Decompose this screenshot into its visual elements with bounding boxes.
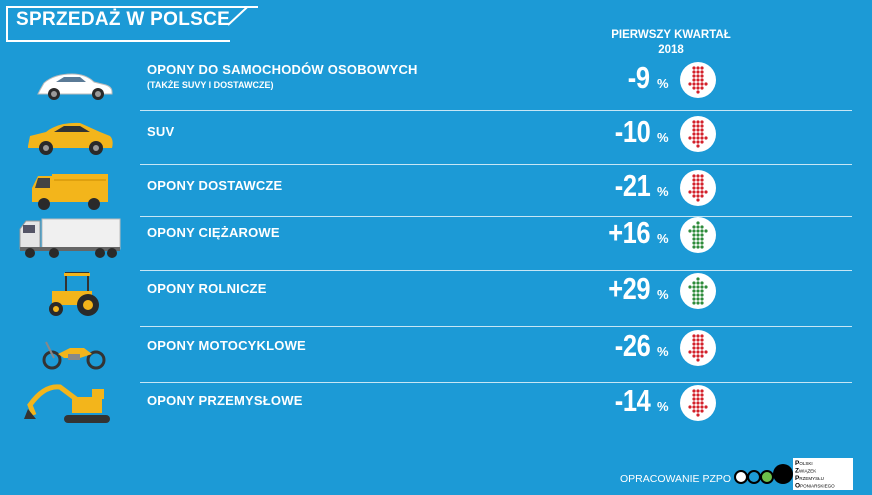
percent-unit: % <box>657 184 669 199</box>
table-row: OPONY DO SAMOCHODÓW OSOBOWYCH (TAKŻE SUVY… <box>0 56 872 110</box>
percent-unit: % <box>657 399 669 414</box>
arrow-down-icon <box>680 62 716 98</box>
row-separator <box>140 270 852 271</box>
change-value: -14 <box>614 383 650 418</box>
semi-truck-icon <box>14 211 124 265</box>
title-frame <box>6 6 258 42</box>
row-separator <box>140 382 852 383</box>
row-label: OPONY DOSTAWCZE <box>147 178 283 193</box>
excavator-icon <box>14 379 124 433</box>
change-value: +29 <box>608 271 650 306</box>
logo-line: PRZEMYSŁU <box>795 475 824 482</box>
table-row: OPONY PRZEMYSŁOWE -14% <box>0 379 872 433</box>
logo-line: OPONIARSKIEGO <box>795 483 835 490</box>
arrow-down-icon <box>680 330 716 366</box>
row-label: OPONY MOTOCYKLOWE <box>147 338 306 353</box>
page-title: SPRZEDAŻ W POLSCE <box>16 9 231 30</box>
delivery-truck-icon <box>14 164 124 218</box>
row-separator <box>140 216 852 217</box>
arrow-up-icon <box>680 273 716 309</box>
column-header: PIERWSZY KWARTAŁ 2018 <box>590 28 752 58</box>
percent-unit: % <box>657 130 669 145</box>
suv-icon <box>14 110 124 164</box>
row-separator <box>140 326 852 327</box>
table-row: OPONY MOTOCYKLOWE -26% <box>0 324 872 378</box>
row-separator <box>140 110 852 111</box>
row-label: OPONY ROLNICZE <box>147 281 267 296</box>
arrow-up-icon <box>680 217 716 253</box>
percent-unit: % <box>657 287 669 302</box>
table-row: SUV -10% <box>0 110 872 164</box>
change-value: -26 <box>614 328 650 363</box>
change-value: -10 <box>614 114 650 149</box>
footer-credit: OPRACOWANIE PZPO <box>620 473 732 485</box>
row-label: SUV <box>147 124 175 139</box>
title-underline <box>8 40 230 42</box>
table-row: OPONY ROLNICZE +29% <box>0 267 872 321</box>
row-sublabel: (TAKŻE SUVY I DOSTAWCZE) <box>147 80 274 90</box>
passenger-car-icon <box>14 56 124 110</box>
arrow-down-icon <box>680 116 716 152</box>
column-header-year: 2018 <box>658 44 684 56</box>
row-label: OPONY CIĘŻAROWE <box>147 225 280 240</box>
arrow-down-icon <box>680 170 716 206</box>
change-value: -21 <box>614 168 650 203</box>
column-header-period: PIERWSZY KWARTAŁ <box>611 29 731 41</box>
tractor-icon <box>14 267 124 321</box>
motorcycle-icon <box>14 324 124 378</box>
percent-unit: % <box>657 344 669 359</box>
row-separator <box>140 164 852 165</box>
change-value: +16 <box>608 215 650 250</box>
row-label: OPONY DO SAMOCHODÓW OSOBOWYCH <box>147 62 418 77</box>
change-value: -9 <box>628 60 650 95</box>
table-row: OPONY DOSTAWCZE -21% <box>0 164 872 218</box>
row-label: OPONY PRZEMYSŁOWE <box>147 393 303 408</box>
percent-unit: % <box>657 231 669 246</box>
percent-unit: % <box>657 76 669 91</box>
arrow-down-icon <box>680 385 716 421</box>
logo-line: POLSKI <box>795 460 813 467</box>
logo-line: ZWIĄZEK <box>795 468 816 475</box>
table-row: OPONY CIĘŻAROWE +16% <box>0 211 872 265</box>
